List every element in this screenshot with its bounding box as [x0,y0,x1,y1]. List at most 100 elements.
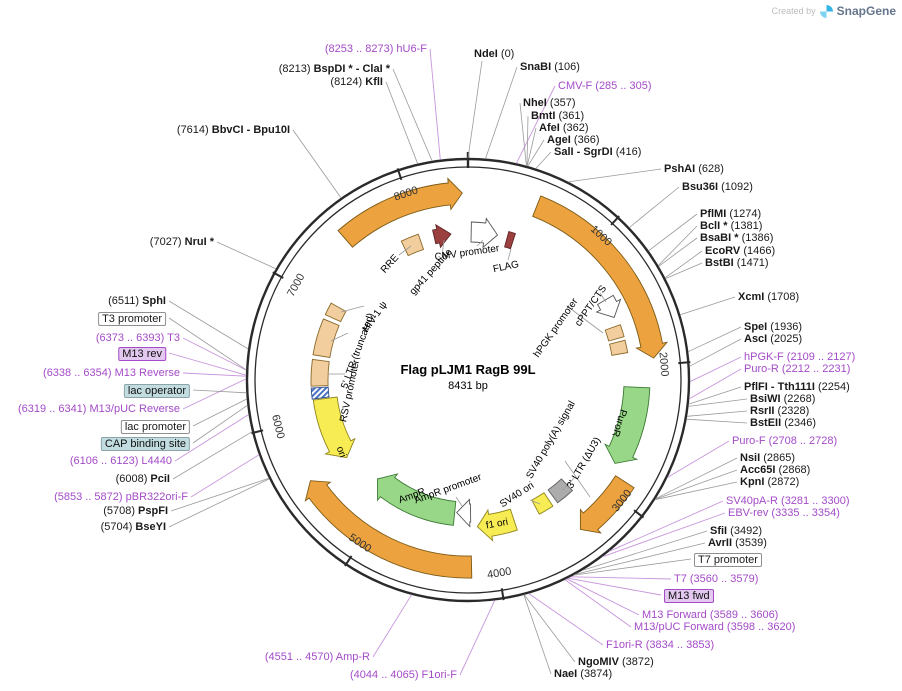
feature-glyph-hpgk-1[interactable] [608,339,629,356]
label-cap[interactable]: CAP binding site [100,437,190,451]
label-m13forward[interactable]: M13 Forward (3589 .. 3606) [642,609,778,621]
label-m13fwd[interactable]: M13 fwd [664,589,714,603]
label-naei[interactable]: NaeI (3874) [554,668,612,680]
feature-label-ori[interactable]: ori [334,445,348,459]
feature-label-flag[interactable]: FLAG [492,259,520,275]
label-amprp[interactable]: (4551 .. 4570) Amp-R [265,651,370,663]
label-text: BsaBI * [700,232,739,244]
backbone-feature-arc-1[interactable] [532,195,669,359]
feature-glyph-puror[interactable] [604,386,651,464]
feature-glyph-hpgk[interactable] [604,324,625,342]
feature-glyph-ampr[interactable] [377,473,457,526]
label-ecorv[interactable]: EcoRV (1466) [705,245,775,257]
feature-glyph-ltr3[interactable] [547,478,574,504]
label-sv40par[interactable]: SV40pA-R (3281 .. 3300) [726,495,850,507]
label-lacop[interactable]: lac operator [123,384,190,398]
label-l4440[interactable]: (6106 .. 6123) L4440 [70,455,172,467]
feature-label-cmv[interactable]: CMV promoter [434,243,501,263]
feature-glyph-gp41[interactable] [432,223,452,249]
label-pshai[interactable]: PshAI (628) [664,163,724,175]
label-text: (3874) [577,668,613,680]
label-m13pucrev[interactable]: (6319 .. 6341) M13/pUC Reverse [18,403,180,415]
feature-glyph-amprprom[interactable] [456,498,472,528]
label-pspfi[interactable]: (5708) PspFI [103,505,168,517]
feature-glyph-psi[interactable] [324,302,347,323]
label-lacprom[interactable]: lac promoter [120,420,190,434]
label-acc65i[interactable]: Acc65I (2868) [740,464,810,476]
label-text: (2872) [764,476,800,488]
label-bcli[interactable]: BclI * (1381) [700,220,762,232]
label-t7[interactable]: T7 (3560 .. 3579) [674,573,758,585]
label-snabi[interactable]: SnaBI (106) [520,61,580,73]
label-bsteii[interactable]: BstEII (2346) [750,417,816,429]
label-hpgkf[interactable]: hPGK-F (2109 .. 2127) [744,351,855,363]
label-spei[interactable]: SpeI (1936) [744,321,802,333]
feature-label-hpgk[interactable]: hPGK promoter [532,296,581,360]
label-bmti[interactable]: BmtI (361) [531,110,584,122]
label-bspdi[interactable]: (8213) BspDI * - ClaI * [279,63,390,75]
label-t3[interactable]: (6373 .. 6393) T3 [96,332,180,344]
feature-glyph-flag[interactable] [504,230,516,250]
feature-label-sv40ori[interactable]: SV40 ori [498,480,536,510]
label-ebvrev[interactable]: EBV-rev (3335 .. 3354) [728,507,840,519]
label-f1orir[interactable]: F1ori-R (3834 .. 3853) [606,639,714,651]
feature-glyph-ltr5[interactable] [312,318,340,359]
label-kpni[interactable]: KpnI (2872) [740,476,799,488]
label-kfli[interactable]: (8124) KflI [330,76,383,88]
label-t7prom[interactable]: T7 promoter [694,553,762,567]
label-bbvci[interactable]: (7614) BbvCI - Bpu10I [177,124,290,136]
label-bsu36i[interactable]: Bsu36I (1092) [682,181,753,193]
label-pcii[interactable]: (6008) PciI [116,473,170,485]
label-bstbi[interactable]: BstBI (1471) [705,257,769,269]
label-sfii[interactable]: SfiI (3492) [710,525,762,537]
backbone-feature-arc-3[interactable] [310,386,330,400]
feature-glyph-ori[interactable] [312,396,356,459]
leader-line-nrui [216,241,276,270]
feature-glyph-cppt[interactable] [595,294,622,318]
label-pbr322[interactable]: (5853 .. 5872) pBR322ori-F [54,491,188,503]
label-purof[interactable]: Puro-F (2708 .. 2728) [732,435,837,447]
label-pflmi[interactable]: PflMI (1274) [700,208,761,220]
label-t3prom[interactable]: T3 promoter [98,312,166,326]
label-text: SphI [142,295,166,307]
label-nsii[interactable]: NsiI (2865) [740,452,795,464]
feature-glyph-sv40pa[interactable] [579,475,635,534]
leader-line-nhei [519,102,527,166]
leader-line-afei [526,127,537,167]
label-m13pucfwd[interactable]: M13/pUC Forward (3598 .. 3620) [634,621,795,633]
label-sali[interactable]: SalI - SgrDI (416) [554,146,641,158]
label-nhei[interactable]: NheI (357) [523,97,576,109]
label-text: (1381) [727,220,763,232]
backbone-feature-arc-2[interactable] [304,480,473,579]
label-cmvf[interactable]: CMV-F (285 .. 305) [558,80,652,92]
label-bsiwi[interactable]: BsiWI (2268) [750,393,815,405]
feature-glyph-f1ori[interactable] [476,508,518,542]
label-agei[interactable]: AgeI (366) [547,134,600,146]
label-bsabi[interactable]: BsaBI * (1386) [700,232,773,244]
label-rsrii[interactable]: RsrII (2328) [750,405,809,417]
label-avrii[interactable]: AvrII (3539) [708,537,767,549]
label-asci[interactable]: AscI (2025) [744,333,802,345]
label-nrui[interactable]: (7027) NruI * [150,236,214,248]
backbone-feature-arc-0[interactable] [337,177,463,248]
feature-glyph-rre[interactable] [400,233,425,257]
label-bseyi[interactable]: (5704) BseYI [101,521,166,533]
label-xcmi[interactable]: XcmI (1708) [738,291,799,303]
feature-label-rre[interactable]: RRE [379,252,402,275]
label-sphi[interactable]: (6511) SphI [108,295,166,307]
label-m13rev[interactable]: M13 rev [118,347,166,361]
label-afei[interactable]: AfeI (362) [539,122,589,134]
label-hu6f[interactable]: (8253 .. 8273) hU6-F [325,43,427,55]
label-m13reverse[interactable]: (6338 .. 6354) M13 Reverse [43,367,180,379]
feature-label-ltr3[interactable]: 3' LTR (ΔU3) [565,436,603,491]
label-pflfi[interactable]: PflFI - Tth111I (2254) [744,381,850,393]
feature-glyph-sv40ori[interactable] [531,492,554,515]
feature-glyph-rsv[interactable] [310,358,330,387]
label-ndei[interactable]: NdeI (0) [474,48,514,60]
feature-glyph-cmv[interactable] [470,217,499,249]
label-ngomiv[interactable]: NgoMIV (3872) [578,656,654,668]
label-purorp[interactable]: Puro-R (2212 .. 2231) [744,363,850,375]
feature-label-f1ori[interactable]: f1 ori [485,517,509,532]
label-f1orif[interactable]: (4044 .. 4065) F1ori-F [350,669,457,681]
